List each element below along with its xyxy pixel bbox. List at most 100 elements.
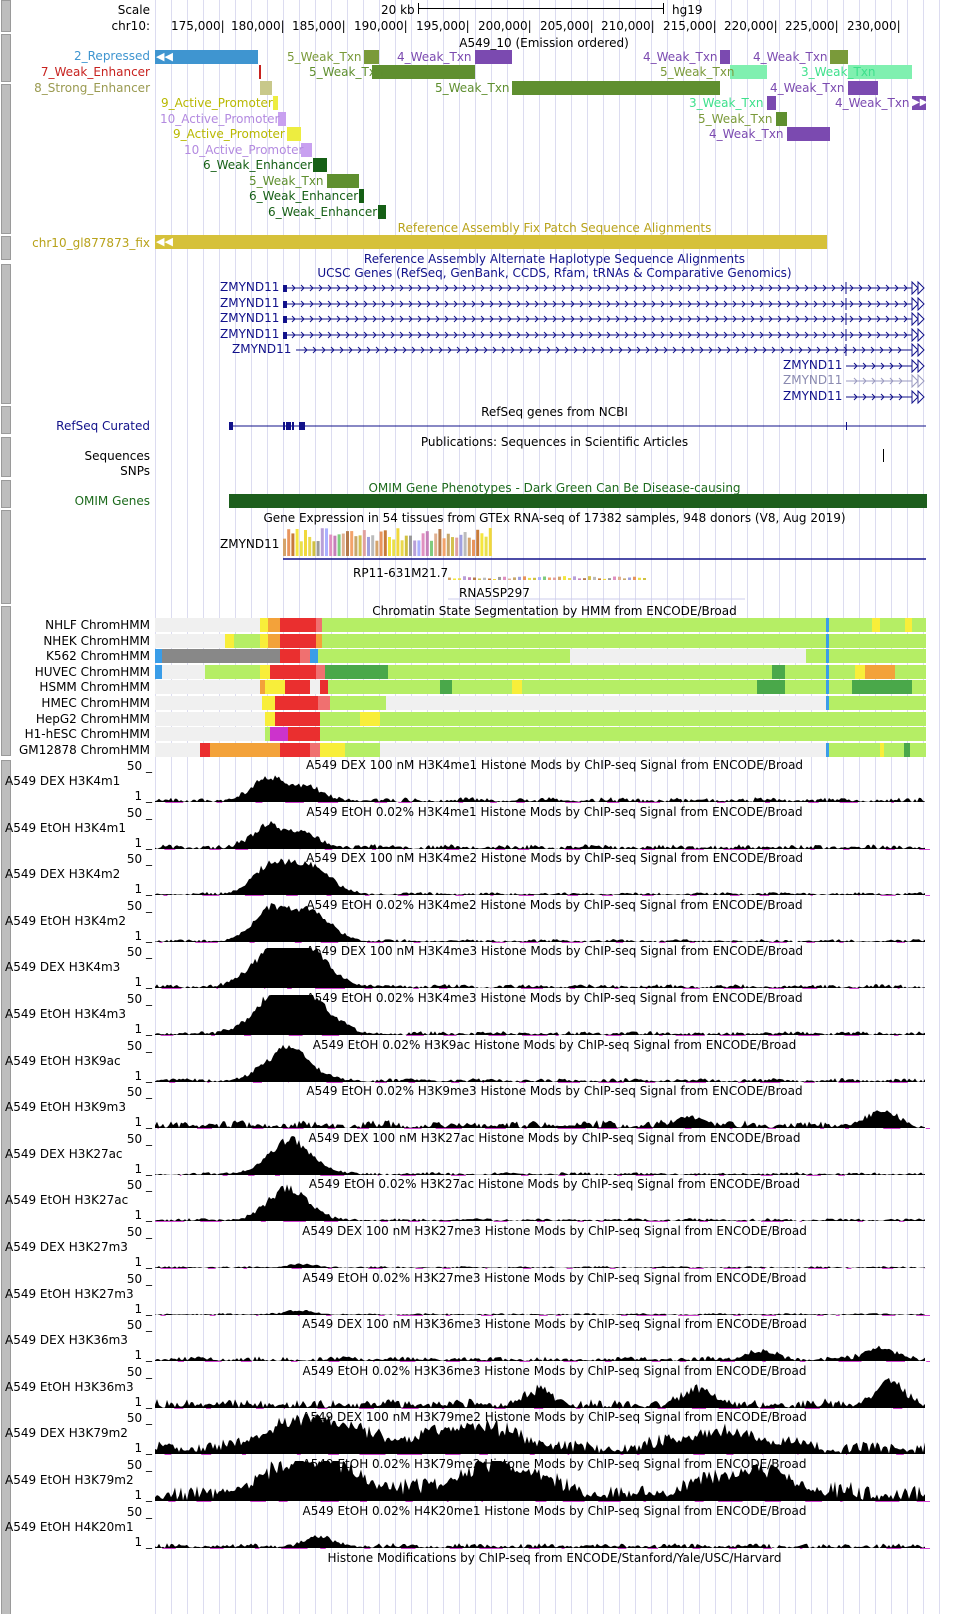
chromhmm-segment[interactable] (829, 696, 926, 710)
chromhmm-segment[interactable] (829, 742, 880, 757)
chromhmm-segment[interactable] (155, 649, 162, 664)
gtex-tissue-bar[interactable] (383, 530, 387, 556)
gene-label-zmynd11[interactable]: ZMYND11 (220, 311, 280, 325)
chromhmm-segment[interactable] (570, 649, 806, 664)
gtex-tissue-bar[interactable] (493, 578, 496, 580)
gtex-tissue-bar[interactable] (476, 529, 480, 556)
gtex-tissue-bar[interactable] (354, 536, 358, 556)
chromhmm-segment[interactable] (265, 727, 270, 742)
gtex-tissue-bar[interactable] (287, 529, 291, 556)
track-button[interactable] (1, 437, 11, 477)
chromhmm-segment[interactable] (320, 680, 328, 695)
signal-wiggle[interactable] (155, 1086, 930, 1130)
chromhmm-segment[interactable] (280, 633, 316, 648)
hmm-segment[interactable] (512, 81, 720, 95)
chromhmm-segment[interactable] (260, 618, 268, 632)
chromhmm-segment[interactable] (265, 711, 275, 726)
hmm-segment[interactable] (787, 127, 830, 141)
chromhmm-segment[interactable] (829, 680, 852, 695)
chromhmm-segment[interactable] (826, 680, 829, 695)
hmm-segment[interactable] (301, 143, 312, 157)
signal-wiggle[interactable] (155, 807, 930, 851)
signal-wiggle[interactable] (155, 1226, 930, 1270)
signal-track-label[interactable]: A549 EtOH H3K9ac (5, 1053, 121, 1068)
hmm-segment[interactable] (912, 96, 926, 110)
gtex-tissue-bar[interactable] (538, 577, 541, 580)
hmm-segment[interactable] (273, 96, 278, 110)
hmm-feature-label[interactable]: 4_Weak_Txn (397, 50, 472, 64)
chromhmm-segment[interactable] (155, 664, 162, 679)
gtex-tissue-bar[interactable] (563, 576, 566, 580)
signal-track-label[interactable]: A549 DEX H3K4m1 (5, 774, 121, 788)
gtex-tissue-bar[interactable] (346, 531, 349, 556)
gtex-expression-bars[interactable] (0, 524, 954, 602)
chromhmm-segment[interactable] (829, 618, 872, 632)
signal-track-label[interactable]: A549 DEX H3K4m3 (5, 960, 121, 975)
signal-track-label[interactable]: A549 EtOH H3K9m3 (5, 1100, 126, 1115)
chromhmm-segment[interactable] (380, 742, 826, 757)
track-button[interactable] (1, 84, 11, 234)
chromhmm-segment[interactable] (895, 664, 926, 679)
gtex-tissue-bar[interactable] (400, 540, 404, 556)
chromhmm-segment[interactable] (310, 742, 320, 757)
hmm-segment[interactable] (327, 174, 359, 188)
gtex-gene-label-2[interactable]: RP11-631M21.7 (353, 566, 449, 580)
signal-track-label[interactable]: A549 DEX H3K79m2 (5, 1426, 128, 1441)
signal-wiggle[interactable] (155, 760, 930, 804)
hmm-feature-label[interactable]: 5_Weak_Txn (435, 81, 510, 95)
gtex-gene-label-3[interactable]: RNA5SP297 (459, 586, 530, 600)
gene-label-zmynd11[interactable]: ZMYND11 (220, 280, 280, 294)
chromhmm-segment[interactable] (318, 696, 330, 710)
chromhmm-segment[interactable] (826, 742, 829, 757)
gtex-tissue-bar[interactable] (392, 539, 396, 556)
hmm-state-label[interactable]: 7_Weak_Enhancer (40, 65, 150, 79)
signal-track-label[interactable]: A549 DEX H3K4m2 (5, 867, 121, 882)
chromhmm-segment[interactable] (316, 664, 325, 679)
hmm-segment[interactable] (287, 127, 301, 141)
hmm-feature-label[interactable]: 6_Weak_Enhancer (203, 158, 313, 172)
chromhmm-segment[interactable] (316, 618, 322, 632)
chromhmm-segment[interactable] (225, 633, 234, 648)
gtex-tissue-bar[interactable] (583, 578, 586, 580)
chromhmm-segment[interactable] (440, 680, 452, 695)
chromhmm-segment[interactable] (360, 711, 380, 726)
signal-track-label[interactable]: A549 EtOH H3K27ac (5, 1193, 129, 1208)
hmm-feature-label[interactable]: 5_Weak_Txn (249, 174, 324, 188)
gtex-tissue-bar[interactable] (633, 576, 636, 580)
gtex-tissue-bar[interactable] (478, 578, 481, 580)
hmm-segment[interactable] (720, 50, 730, 64)
signal-track-label[interactable]: A549 DEX H3K36m3 (5, 1333, 128, 1348)
gtex-tissue-bar[interactable] (325, 528, 328, 556)
chromhmm-segment[interactable] (155, 742, 200, 757)
gtex-tissue-bar[interactable] (320, 528, 324, 556)
chromhmm-segment[interactable] (380, 711, 926, 726)
chromhmm-segment[interactable] (330, 696, 386, 710)
signal-wiggle[interactable] (155, 1459, 930, 1503)
chromhmm-segment[interactable] (285, 680, 310, 695)
gtex-tissue-bar[interactable] (603, 578, 606, 580)
hmm-feature-label[interactable]: 6_Weak_Enhancer (249, 189, 359, 203)
chromhmm-segment[interactable] (300, 649, 310, 664)
gtex-tissue-bar[interactable] (543, 576, 546, 580)
chromhmm-segment[interactable] (280, 649, 300, 664)
gtex-tissue-bar[interactable] (458, 578, 461, 580)
hmm-feature-label[interactable]: 4_Weak_Txn (835, 96, 910, 110)
gtex-tissue-bar[interactable] (593, 576, 596, 580)
gtex-tissue-bar[interactable] (459, 534, 463, 556)
chromhmm-segment[interactable] (826, 633, 829, 648)
hmm-segment[interactable] (259, 65, 261, 79)
gtex-tissue-bar[interactable] (379, 531, 383, 556)
chromhmm-row-label[interactable]: GM12878 ChromHMM (18, 742, 150, 757)
hmm-segment[interactable] (372, 65, 475, 79)
gtex-tissue-bar[interactable] (623, 578, 626, 580)
signal-wiggle[interactable] (155, 1412, 930, 1456)
chromhmm-segment[interactable] (512, 680, 522, 695)
chromhmm-segment[interactable] (320, 711, 360, 726)
gtex-tissue-bar[interactable] (312, 541, 316, 556)
chromhmm-row-label[interactable]: NHEK ChromHMM (43, 633, 150, 648)
track-button[interactable] (1, 480, 11, 508)
track-button[interactable] (1, 236, 11, 260)
gtex-tissue-bar[interactable] (448, 577, 451, 580)
gtex-tissue-bar[interactable] (528, 577, 531, 580)
hmm-segment[interactable] (848, 81, 878, 95)
